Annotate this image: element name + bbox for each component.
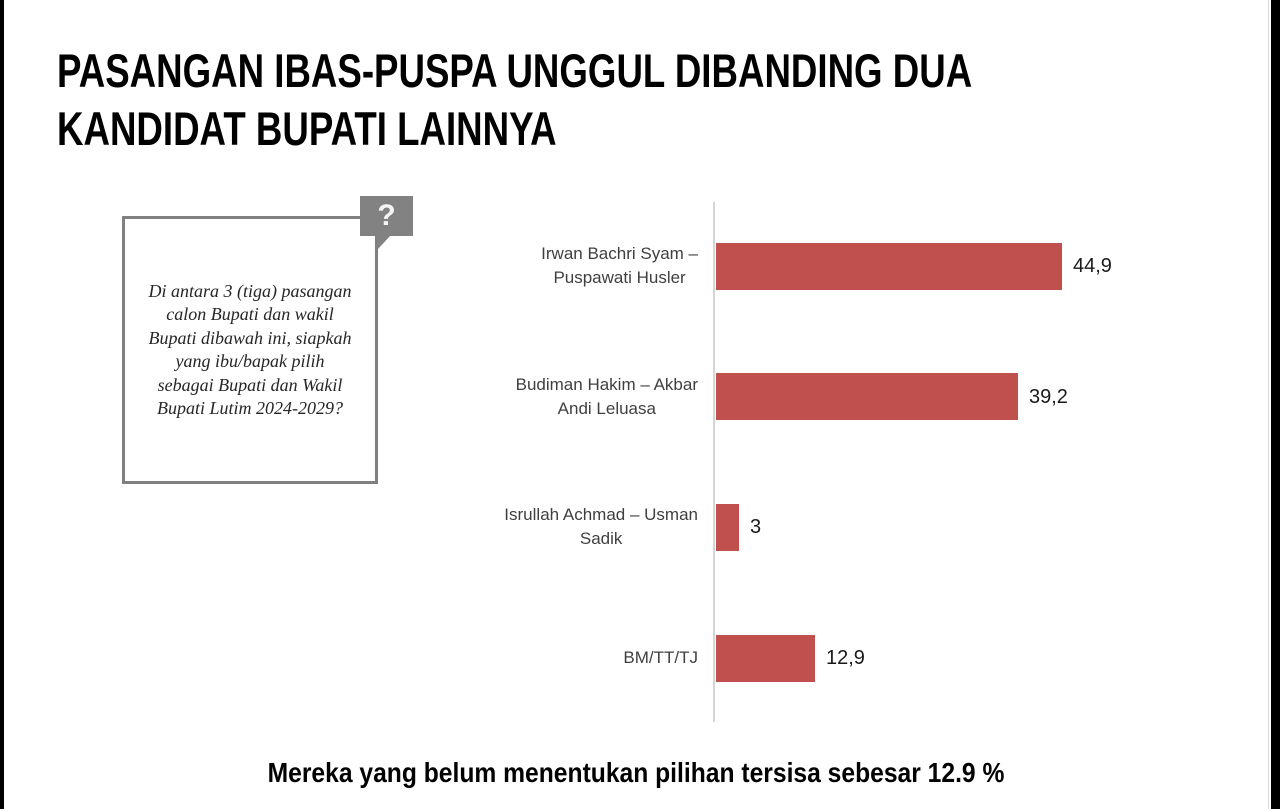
bar bbox=[716, 373, 1018, 420]
question-badge-tail bbox=[377, 235, 391, 250]
value-label: 12,9 bbox=[826, 647, 865, 669]
value-label: 3 bbox=[750, 516, 762, 538]
bar bbox=[716, 635, 815, 682]
category-label-text: BM/TT/TJ bbox=[623, 648, 698, 668]
category-label: Isrullah Achmad – Usman Sadik bbox=[0, 491, 698, 563]
chart-axis-line bbox=[713, 202, 715, 722]
category-label: Budiman Hakim – Akbar Andi Leluasa bbox=[0, 361, 698, 433]
bar bbox=[716, 243, 1062, 290]
screen-edge-left bbox=[0, 0, 4, 809]
value-label: 44,9 bbox=[1073, 255, 1112, 277]
question-mark-badge: ? bbox=[360, 196, 413, 236]
value-label: 39,2 bbox=[1029, 386, 1068, 408]
slide-title: PASANGAN IBAS-PUSPA UNGGUL DIBANDING DUA… bbox=[57, 44, 973, 155]
footer-note: Mereka yang belum menentukan pilihan ter… bbox=[267, 757, 1005, 788]
bar bbox=[716, 504, 739, 551]
category-label: BM/TT/TJ bbox=[0, 622, 698, 694]
survey-question-box: Di antara 3 (tiga) pasangan calon Bupati… bbox=[122, 216, 378, 484]
question-mark-icon: ? bbox=[377, 199, 396, 232]
screen-edge-divider bbox=[1268, 0, 1269, 809]
category-label-text: Irwan Bachri Syam – Puspawati Husler bbox=[541, 244, 698, 287]
category-label: Irwan Bachri Syam – Puspawati Husler bbox=[0, 230, 698, 302]
category-label-text: Isrullah Achmad – Usman Sadik bbox=[504, 505, 698, 549]
survey-question-text: Di antara 3 (tiga) pasangan calon Bupati… bbox=[148, 280, 352, 419]
screen-edge-right bbox=[1271, 0, 1280, 809]
category-label-text: Budiman Hakim – Akbar Andi Leluasa bbox=[515, 374, 698, 418]
